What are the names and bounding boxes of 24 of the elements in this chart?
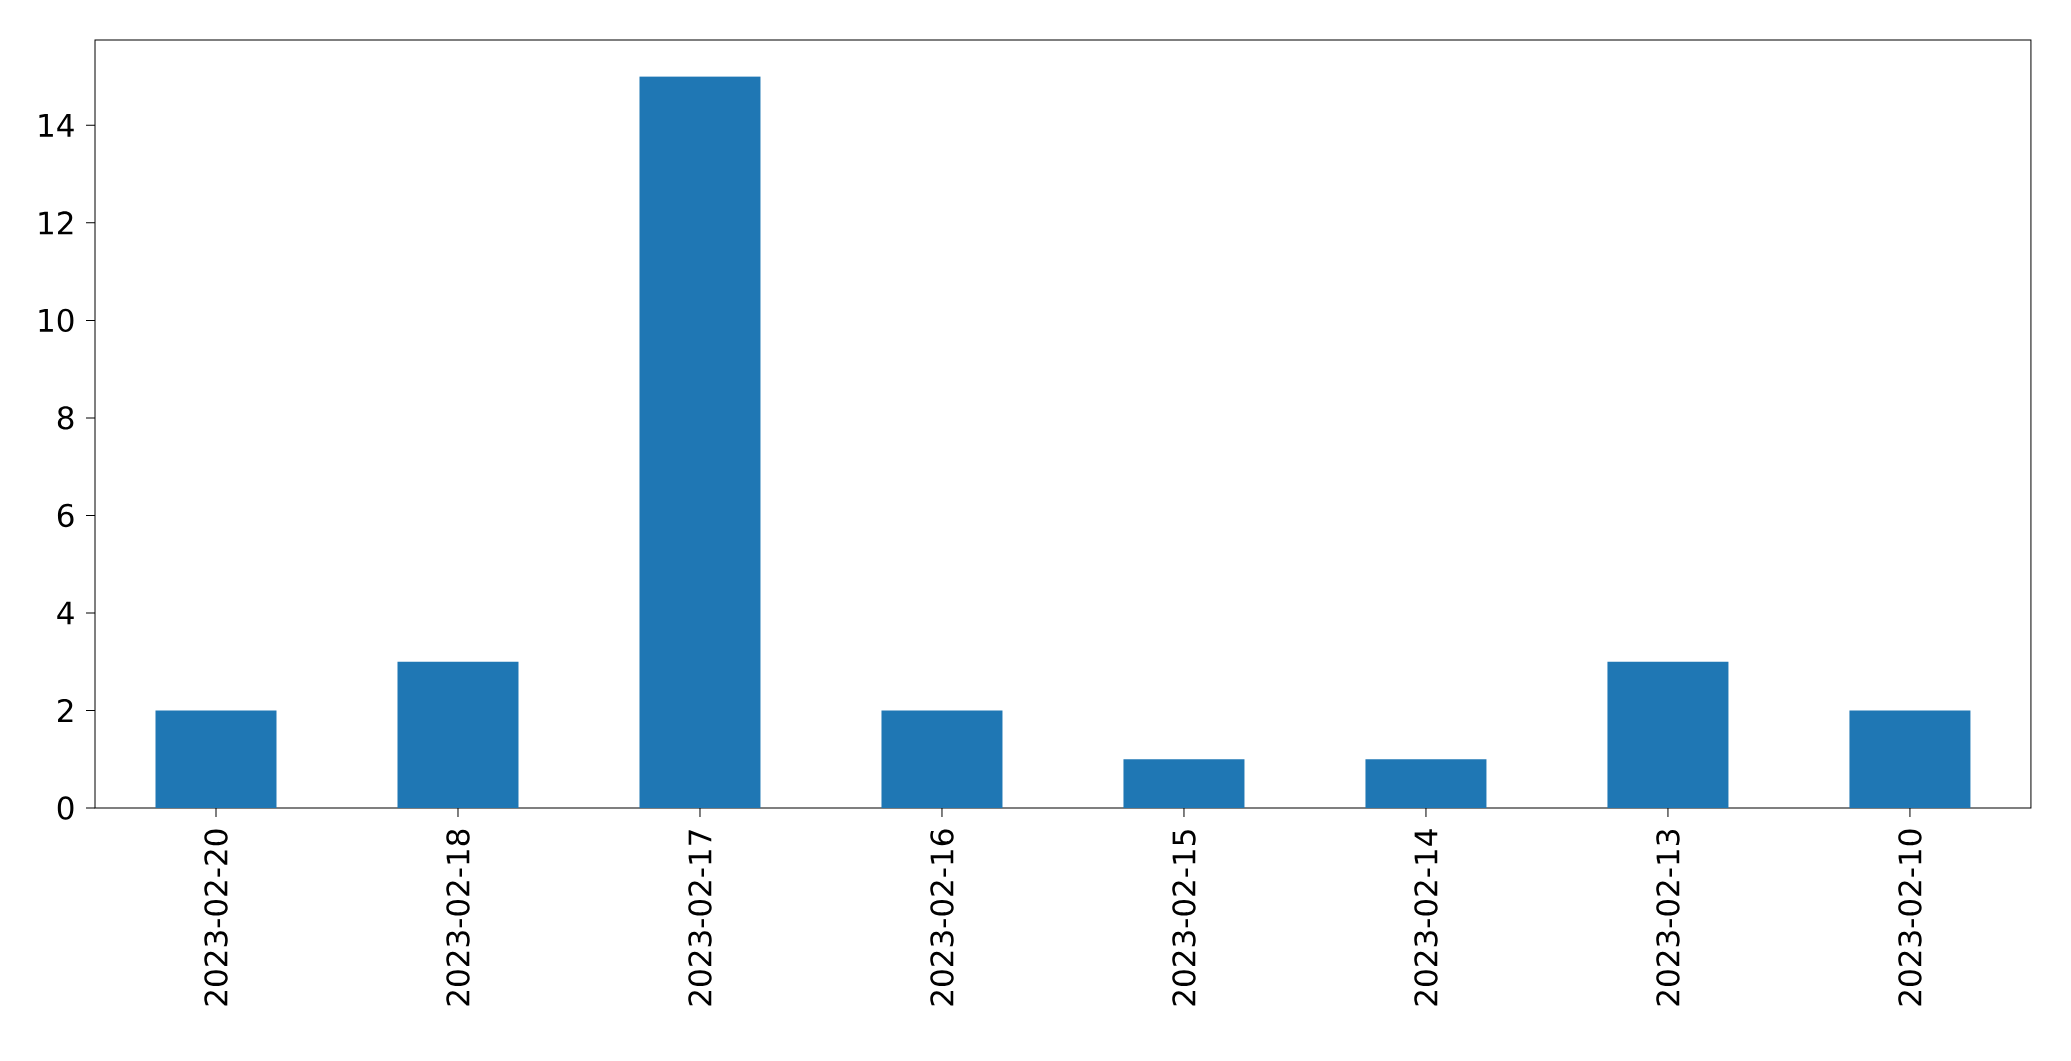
y-tick-label: 2	[58, 698, 73, 722]
y-tick-label: 0	[57, 796, 74, 820]
y-tick-label: 14	[39, 114, 74, 137]
bar	[155, 710, 277, 808]
x-tick-label: 2023-02-20	[204, 829, 228, 1006]
x-tick-label: 2023-02-10	[1898, 829, 1922, 1006]
x-tick-label: 2023-02-15	[1172, 830, 1196, 1006]
y-tick-label: 10	[39, 308, 74, 333]
y-tick-label: 12	[39, 211, 73, 235]
bar	[397, 661, 519, 808]
x-tick-label: 2023-02-17	[688, 830, 712, 1006]
y-tick-label: 6	[57, 503, 74, 528]
bar	[1123, 759, 1245, 808]
bar	[881, 710, 1003, 808]
y-tick-label: 4	[57, 601, 74, 625]
x-tick-label: 2023-02-14	[1414, 829, 1438, 1006]
bar	[639, 76, 761, 808]
bar	[1849, 710, 1971, 808]
bar	[1607, 661, 1729, 808]
y-tick-label: 8	[57, 406, 74, 430]
x-tick-label: 2023-02-13	[1656, 830, 1680, 1006]
x-tick-label: 2023-02-16	[930, 829, 954, 1006]
bar	[1365, 759, 1487, 808]
x-tick-label: 2023-02-18	[446, 829, 470, 1006]
